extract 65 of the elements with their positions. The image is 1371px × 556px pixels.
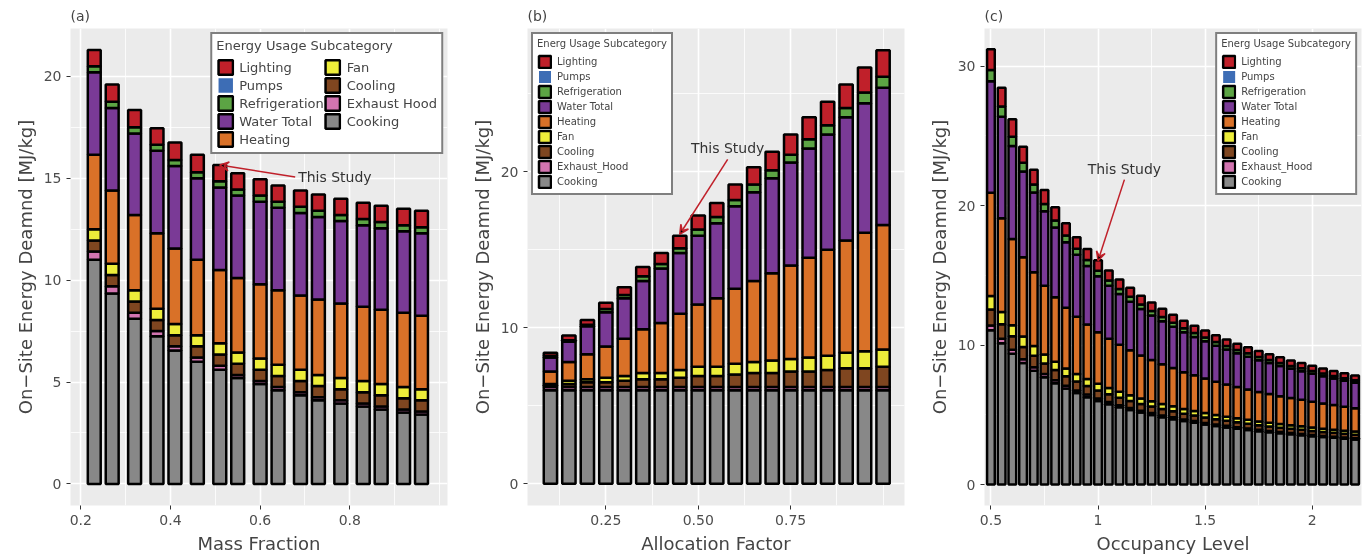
- y-tick-label: 20: [43, 68, 62, 85]
- y-tick-label: 20: [500, 163, 519, 180]
- x-axis-title: Allocation Factor: [641, 532, 792, 554]
- legend-label: Cooking: [346, 113, 400, 129]
- y-tick-label: 0: [52, 475, 62, 492]
- x-tick-label: 0.5: [979, 511, 1003, 528]
- x-tick-label: 0.8: [338, 511, 361, 528]
- legend-label: Water Total: [239, 113, 313, 129]
- y-tick-label: 30: [957, 58, 976, 75]
- chart-title: (a): [70, 7, 91, 24]
- y-axis-title: On−Site Energy Deamnd [MJ/kg]: [14, 119, 36, 415]
- legend-label: Exhaust_Hood: [1241, 160, 1313, 174]
- legend-label: Cooling: [557, 145, 595, 159]
- legend-label: Cooling: [346, 77, 396, 93]
- legend-label: Refrigeration: [239, 95, 324, 111]
- legend-label: Fan: [1241, 130, 1260, 144]
- legend-label: Cooking: [1241, 175, 1282, 189]
- legend-label: Heating: [1241, 115, 1281, 129]
- x-tick-label: 2: [1307, 511, 1317, 528]
- legend-label: Pumps: [1241, 70, 1275, 84]
- legend-label: Exhaust Hood: [346, 95, 437, 111]
- y-tick-label: 0: [966, 476, 976, 493]
- y-tick-label: 20: [957, 197, 976, 214]
- legend-label: Lighting: [557, 55, 598, 69]
- legend-title: Energ Usage Subcategory: [537, 38, 667, 49]
- legend-label: Refrigeration: [557, 85, 622, 99]
- y-tick-label: 0: [509, 475, 519, 492]
- y-axis-title: On−Site Energy Deamnd [MJ/kg]: [471, 119, 493, 415]
- x-tick-label: 0.2: [69, 511, 92, 528]
- annotation: This Study: [689, 140, 765, 157]
- legend-label: Water Total: [1241, 100, 1298, 114]
- legend-label: Heating: [239, 131, 291, 147]
- annotation: This Study: [297, 168, 372, 185]
- y-axis-title: On−Site Energy Deamnd [MJ/kg]: [928, 119, 950, 415]
- chart-title: (c): [984, 7, 1004, 24]
- legend-label: Exhaust_Hood: [557, 160, 629, 174]
- chart-title: (b): [527, 7, 548, 24]
- x-tick-label: 0.6: [248, 511, 272, 528]
- y-tick-label: 10: [43, 272, 62, 289]
- x-tick-label: 1: [1093, 511, 1103, 528]
- y-tick-label: 5: [52, 374, 62, 391]
- legend-label: Cooling: [1241, 145, 1279, 159]
- legend-label: Fan: [557, 130, 576, 144]
- legend-label: Cooking: [557, 175, 598, 189]
- y-tick-label: 15: [43, 170, 62, 187]
- x-tick-label: 1.5: [1194, 511, 1217, 528]
- legend-title: Energy Usage Subcategory: [216, 38, 394, 53]
- x-axis-title: Mass Fraction: [197, 532, 321, 554]
- legend-label: Lighting: [1241, 55, 1282, 69]
- legend-label: Lighting: [239, 59, 292, 75]
- legend-label: Heating: [557, 115, 597, 129]
- legend-label: Pumps: [239, 77, 283, 93]
- legend-title: Energ Usage Subcategory: [1221, 38, 1351, 49]
- annotation: This Study: [1086, 160, 1162, 177]
- x-tick-label: 0.4: [159, 511, 182, 528]
- x-tick-label: 0.75: [775, 511, 807, 528]
- x-tick-label: 0.25: [590, 511, 622, 528]
- y-tick-label: 10: [957, 337, 976, 354]
- x-axis-title: Occupancy Level: [1096, 532, 1250, 554]
- legend-label: Pumps: [557, 70, 591, 84]
- legend-label: Refrigeration: [1241, 85, 1307, 99]
- x-tick-label: 0.50: [682, 511, 714, 528]
- legend-label: Fan: [346, 59, 370, 75]
- y-tick-label: 10: [500, 319, 519, 336]
- legend-label: Water Total: [557, 100, 614, 114]
